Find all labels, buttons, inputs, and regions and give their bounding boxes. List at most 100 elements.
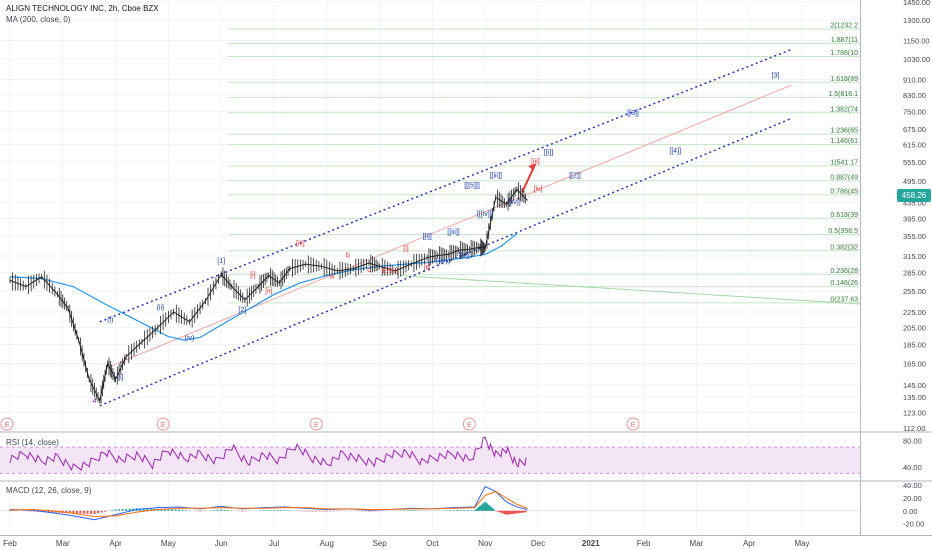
wave-label: c bbox=[367, 267, 371, 274]
wave-label: [ii] bbox=[265, 288, 272, 295]
wave-label: [i] bbox=[118, 374, 124, 381]
fib-levels: 2(1232.2 1.887(11 1.786(10 1.618(89 1.5(816.… bbox=[228, 23, 861, 305]
ma-legend: MA (200, close, 0) bbox=[6, 15, 71, 24]
price-tick-label: 495.00 bbox=[903, 177, 926, 186]
price-axis[interactable]: 1450.00 1300.00 1150.00 1030.00 910.00 830.00… bbox=[903, 0, 930, 529]
time-tick-label: Apr bbox=[109, 539, 122, 548]
time-axis[interactable]: Feb Mar Apr May Jun Jul Aug Sep Oct Nov Dec 2021 Feb… bbox=[3, 539, 809, 548]
macd-legend: MACD (12, 26, close, 9) bbox=[6, 486, 92, 495]
wave-label: [[iii]] bbox=[490, 172, 503, 179]
price-tick-label: 910.00 bbox=[903, 75, 926, 84]
rsi-line bbox=[9, 436, 527, 472]
price-tick-label: 123.00 bbox=[903, 408, 926, 417]
price-tick-label: 165.00 bbox=[903, 360, 926, 369]
rsi-tick-label: 80.00 bbox=[903, 437, 922, 446]
wave-label: E/[iv] bbox=[382, 268, 398, 275]
wave-label: ((iv)) bbox=[436, 258, 450, 265]
wave-label: (ii) bbox=[157, 305, 165, 312]
fib-label: 1.236(65 bbox=[830, 128, 858, 135]
macd-pane bbox=[0, 485, 860, 521]
fib-label: 0.5(358.5 bbox=[828, 228, 858, 235]
price-tick-label: 750.00 bbox=[903, 108, 926, 117]
wave-label: [[v]] bbox=[458, 253, 469, 260]
time-tick-label: Jun bbox=[215, 539, 228, 548]
signal-line bbox=[9, 491, 528, 518]
fib-label: 0.146(26 bbox=[830, 280, 858, 287]
price-tick-label: 555.00 bbox=[903, 158, 926, 167]
support-line bbox=[399, 275, 861, 305]
price-tick-label: 1150.00 bbox=[903, 37, 930, 46]
price-tick-label: 285.00 bbox=[903, 269, 926, 278]
wave-label: [[iii]] bbox=[447, 229, 460, 236]
time-tick-label: May bbox=[161, 539, 176, 548]
earnings-marker bbox=[156, 417, 170, 431]
price-tick-label: 145.00 bbox=[903, 381, 926, 390]
earnings-label: E bbox=[314, 422, 319, 429]
price-tick-label: 135.00 bbox=[903, 393, 926, 402]
projection-arrowhead bbox=[528, 163, 536, 171]
wave-label: (iv) bbox=[185, 335, 195, 342]
earnings-label: E bbox=[5, 422, 10, 429]
price-tick-label: 1030.00 bbox=[903, 55, 930, 64]
time-tick-label: Nov bbox=[478, 539, 492, 548]
wave-label: [2] bbox=[238, 307, 246, 314]
symbol-title: ALIGN TECHNOLOGY INC, 2h, Cboe BZX bbox=[6, 4, 159, 13]
wave-label: b bbox=[346, 253, 350, 260]
price-series bbox=[9, 182, 528, 404]
wave-label: a bbox=[330, 274, 334, 281]
fib-label: 0.786(45 bbox=[830, 188, 858, 195]
time-tick-label: Sep bbox=[372, 539, 387, 548]
time-tick-label: Feb bbox=[3, 539, 17, 548]
time-tick-label: Dec bbox=[531, 539, 545, 548]
price-tick-label: 315.00 bbox=[903, 252, 926, 261]
earnings-marker bbox=[0, 417, 14, 431]
rsi-legend: RSI (14, close) bbox=[6, 438, 59, 447]
wave-label: 4 bbox=[93, 398, 97, 405]
time-tick-label: Aug bbox=[320, 539, 334, 548]
price-tick-label: 355.00 bbox=[903, 232, 926, 241]
wave-label: [[i]] bbox=[544, 149, 553, 156]
price-tick-label: 395.00 bbox=[903, 214, 926, 223]
fib-label: 0.887(49 bbox=[830, 174, 858, 181]
macd-tick-label: 0.00 bbox=[903, 507, 918, 516]
earnings-label: E bbox=[631, 422, 636, 429]
fib-label: 1.786(10 bbox=[830, 50, 858, 57]
earnings-marker bbox=[626, 417, 640, 431]
earnings-marker bbox=[462, 417, 476, 431]
wave-label: [[4]] bbox=[669, 148, 681, 155]
last-price-badge: 458.26 bbox=[897, 189, 931, 202]
wave-label: [iii] bbox=[296, 241, 305, 248]
macd-tick-label: 20.00 bbox=[903, 494, 922, 503]
wave-label: [1] bbox=[217, 258, 225, 265]
price-tick-label: 615.00 bbox=[903, 141, 926, 150]
earnings-label: E bbox=[161, 422, 166, 429]
rsi-band bbox=[0, 447, 860, 474]
time-tick-label: Apr bbox=[743, 539, 756, 548]
fib-label: 2(1232.2 bbox=[830, 23, 858, 30]
price-tick-label: 675.00 bbox=[903, 125, 926, 134]
fib-label: 0(237.63 bbox=[830, 296, 858, 303]
fib-label: 1.618(89 bbox=[830, 76, 858, 83]
price-tick-label: 1300.00 bbox=[903, 16, 930, 25]
price-tick-label: 225.00 bbox=[903, 308, 926, 317]
price-tick-label: 435.00 bbox=[903, 198, 926, 207]
time-tick-label: Mar bbox=[56, 539, 70, 548]
wave-label: [[[5]]] bbox=[464, 183, 480, 190]
fib-label: 1.887(11 bbox=[831, 37, 858, 44]
price-tick-label: 1450.00 bbox=[903, 0, 930, 7]
trend-channel[interactable] bbox=[99, 48, 792, 407]
price-tick-label: 205.00 bbox=[903, 323, 926, 332]
wave-label: [[iv]] bbox=[508, 199, 521, 206]
wave-label: [i] bbox=[250, 272, 256, 279]
wave-label: [[[iv]]] bbox=[477, 211, 494, 218]
fib-label: 1.146(61 bbox=[830, 138, 858, 145]
wave-label: [iv] bbox=[534, 186, 543, 193]
fib-label: 0.618(39 bbox=[830, 212, 858, 219]
price-tick-label: 830.00 bbox=[903, 91, 926, 100]
wave-label: [ii] bbox=[424, 264, 431, 271]
channel-upper bbox=[99, 48, 792, 323]
price-tick-label: 112.00 bbox=[903, 424, 925, 433]
time-tick-label: Oct bbox=[426, 539, 439, 548]
